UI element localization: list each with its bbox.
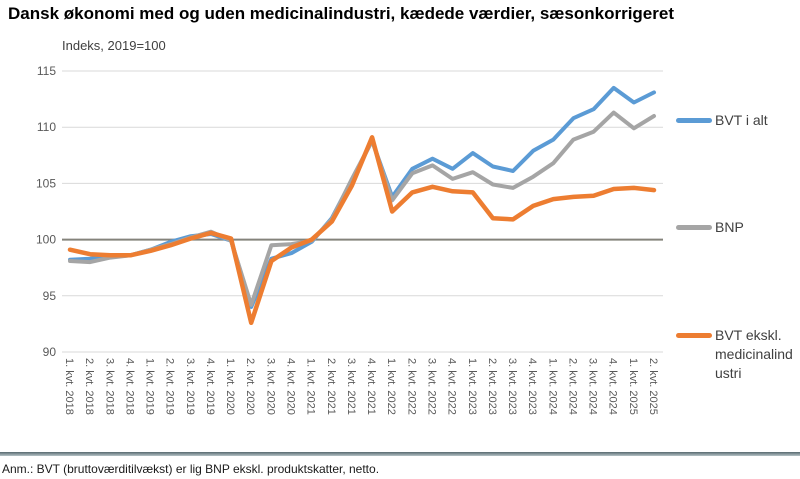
x-tick-label: 2. kvt. 2022 <box>405 358 417 415</box>
page-title: Dansk økonomi med og uden medicinalindus… <box>8 4 674 23</box>
x-tick-label: 4. kvt. 2018 <box>123 358 135 415</box>
legend-item-bvt-ekskl-medicinalindustri: BVT ekskl. medicinalindustri <box>676 326 795 383</box>
x-tick-label: 1. kvt. 2025 <box>627 358 639 415</box>
x-tick-label: 2. kvt. 2018 <box>83 358 95 415</box>
x-tick-label: 3. kvt. 2020 <box>264 358 276 415</box>
legend-item-bvt-i-alt: BVT i alt <box>676 111 795 130</box>
x-tick-label: 2. kvt. 2024 <box>566 358 578 415</box>
legend-label-bnp: BNP <box>715 219 744 235</box>
x-tick-label: 2. kvt. 2021 <box>325 358 337 415</box>
footer-note: Anm.: BVT (bruttoværditilvækst) er lig B… <box>2 462 380 476</box>
x-tick-label: 3. kvt. 2022 <box>425 358 437 415</box>
series-line-bnp <box>68 110 656 307</box>
x-tick-label: 4. kvt. 2022 <box>446 358 458 415</box>
y-tick-label: 115 <box>37 64 56 78</box>
x-tick-label: 4. kvt. 2019 <box>204 358 216 415</box>
legend: BVT i alt BNP BVT ekskl. medicinalindust… <box>676 0 800 452</box>
x-tick-label: 1. kvt. 2019 <box>144 358 156 415</box>
x-tick-label: 3. kvt. 2018 <box>103 358 115 415</box>
x-tick-label: 4. kvt. 2021 <box>365 358 377 415</box>
legend-item-bnp: BNP <box>676 218 795 237</box>
x-tick-label: 3. kvt. 2021 <box>345 358 357 415</box>
legend-swatch-bnp <box>676 225 712 230</box>
chart-subtitle: Indeks, 2019=100 <box>62 38 166 53</box>
legend-label-bvt-i-alt: BVT i alt <box>715 112 768 128</box>
x-tick-label: 1. kvt. 2022 <box>385 358 397 415</box>
x-tick-label: 2. kvt. 2019 <box>164 358 176 415</box>
series-line-bvt-ekskl-medicinalindustri <box>67 135 657 326</box>
x-tick-label: 4. kvt. 2020 <box>285 358 297 415</box>
legend-swatch-bvt-ekskl-medicinalindustri <box>676 333 712 338</box>
y-tick-label: 90 <box>43 345 57 359</box>
x-tick-label: 3. kvt. 2024 <box>587 358 599 415</box>
x-tick-label: 2. kvt. 2020 <box>244 358 256 415</box>
x-tick-label: 1. kvt. 2018 <box>63 358 75 415</box>
y-tick-label: 110 <box>37 120 56 134</box>
x-tick-label: 1. kvt. 2020 <box>224 358 236 415</box>
x-tick-label: 1. kvt. 2023 <box>466 358 478 415</box>
footer-divider <box>0 452 800 456</box>
y-tick-label: 100 <box>36 233 56 247</box>
x-tick-label: 3. kvt. 2023 <box>506 358 518 415</box>
x-tick-label: 3. kvt. 2019 <box>184 358 196 415</box>
legend-swatch-bvt-i-alt <box>676 118 712 123</box>
x-tick-label: 4. kvt. 2024 <box>607 358 619 415</box>
x-tick-label: 1. kvt. 2024 <box>546 358 558 415</box>
y-tick-label: 95 <box>43 289 57 303</box>
y-tick-label: 105 <box>36 176 56 190</box>
x-tick-label: 2. kvt. 2023 <box>486 358 498 415</box>
x-tick-label: 4. kvt. 2023 <box>526 358 538 415</box>
x-tick-label: 2. kvt. 2025 <box>647 358 659 415</box>
legend-label-bvt-ekskl-medicinalindustri: BVT ekskl. medicinalindustri <box>715 327 793 381</box>
line-chart: 90 95 100 105 110 115 1. kvt. 2018 2. kvt. 2018… <box>36 64 663 415</box>
x-tick-label: 1. kvt. 2021 <box>305 358 317 415</box>
